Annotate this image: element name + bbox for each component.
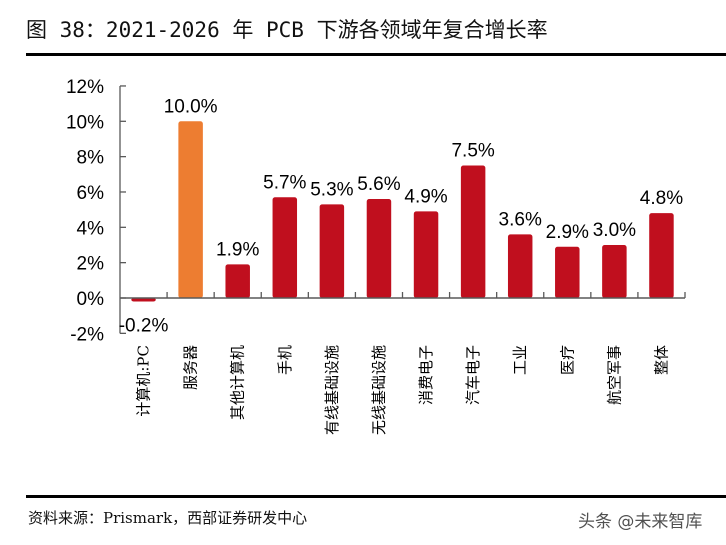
x-axis	[120, 292, 686, 299]
category-label: 服务器	[182, 345, 200, 390]
y-tick-label: 8%	[77, 148, 105, 169]
bar	[413, 211, 439, 298]
y-tick-label: -2%	[70, 324, 104, 345]
category-label: 消费电子	[417, 345, 435, 405]
y-tick-label: 10%	[66, 112, 104, 133]
source-rule	[26, 495, 726, 498]
category-label: 有线基础设施	[323, 345, 341, 435]
bar	[649, 213, 674, 298]
bar	[460, 165, 486, 298]
bar	[602, 244, 627, 298]
y-tick-label: 12%	[66, 77, 104, 98]
data-label: 5.7%	[263, 172, 306, 193]
figure-title: 图 38：2021-2026 年 PCB 下游各领域年复合增长率	[26, 18, 548, 42]
y-tick-label: 6%	[77, 183, 105, 204]
category-label: 医疗	[558, 345, 576, 375]
data-label: 3.0%	[593, 220, 636, 241]
category-label: 整体	[652, 345, 670, 375]
category-label: 汽车电子	[464, 345, 482, 405]
category-label: 手机	[276, 345, 294, 375]
bar	[555, 246, 580, 298]
category-label: 计算机:PC	[135, 345, 153, 417]
data-label: -0.2%	[119, 316, 169, 337]
bar	[507, 234, 533, 298]
category-label: 其他计算机	[229, 345, 247, 420]
data-label: 5.6%	[357, 174, 400, 195]
bars	[131, 121, 674, 302]
data-label: 7.5%	[451, 140, 494, 161]
data-label: 4.8%	[640, 188, 683, 209]
bar	[319, 204, 345, 298]
watermark: 头条 @未来智库	[578, 512, 703, 532]
y-tick-label: 4%	[77, 218, 105, 239]
data-label: 2.9%	[546, 222, 589, 243]
data-label: 1.9%	[216, 239, 259, 260]
bar	[131, 298, 156, 302]
category-labels: 计算机:PC 服务器 其他计算机 手机 有线基础设施 无线基础设施 消费电子 汽车电子 工业 医疗…	[135, 345, 671, 435]
category-label: 无线基础设施	[370, 345, 388, 435]
data-label: 10.0%	[164, 96, 218, 117]
bar-chart: -2%0%2%4%6%8%10%12% -0.2%10.0%1.9%5.7% 5.…	[66, 77, 686, 435]
data-label: 3.6%	[499, 209, 542, 230]
source-note: 资料来源：Prismark，西部证券研发中心	[28, 509, 308, 527]
title-rule	[26, 53, 726, 56]
y-tick-label: 2%	[77, 254, 105, 275]
bar	[272, 197, 298, 298]
data-label: 4.9%	[404, 186, 447, 207]
data-label: 5.3%	[310, 179, 353, 200]
data-labels: -0.2% 10.0% 1.9% 5.7% 5.3% 5.6%4.9% 7.5% 3.6%2.…	[119, 96, 683, 336]
bar	[178, 121, 203, 298]
bar	[366, 199, 392, 298]
y-axis: -2% 0% 2% 4% 6% 8% 10% 12%	[66, 77, 126, 345]
category-label: 工业	[511, 345, 529, 375]
bar	[225, 264, 250, 298]
category-label: 航空军事	[605, 345, 623, 405]
y-tick-label: 0%	[77, 289, 105, 310]
